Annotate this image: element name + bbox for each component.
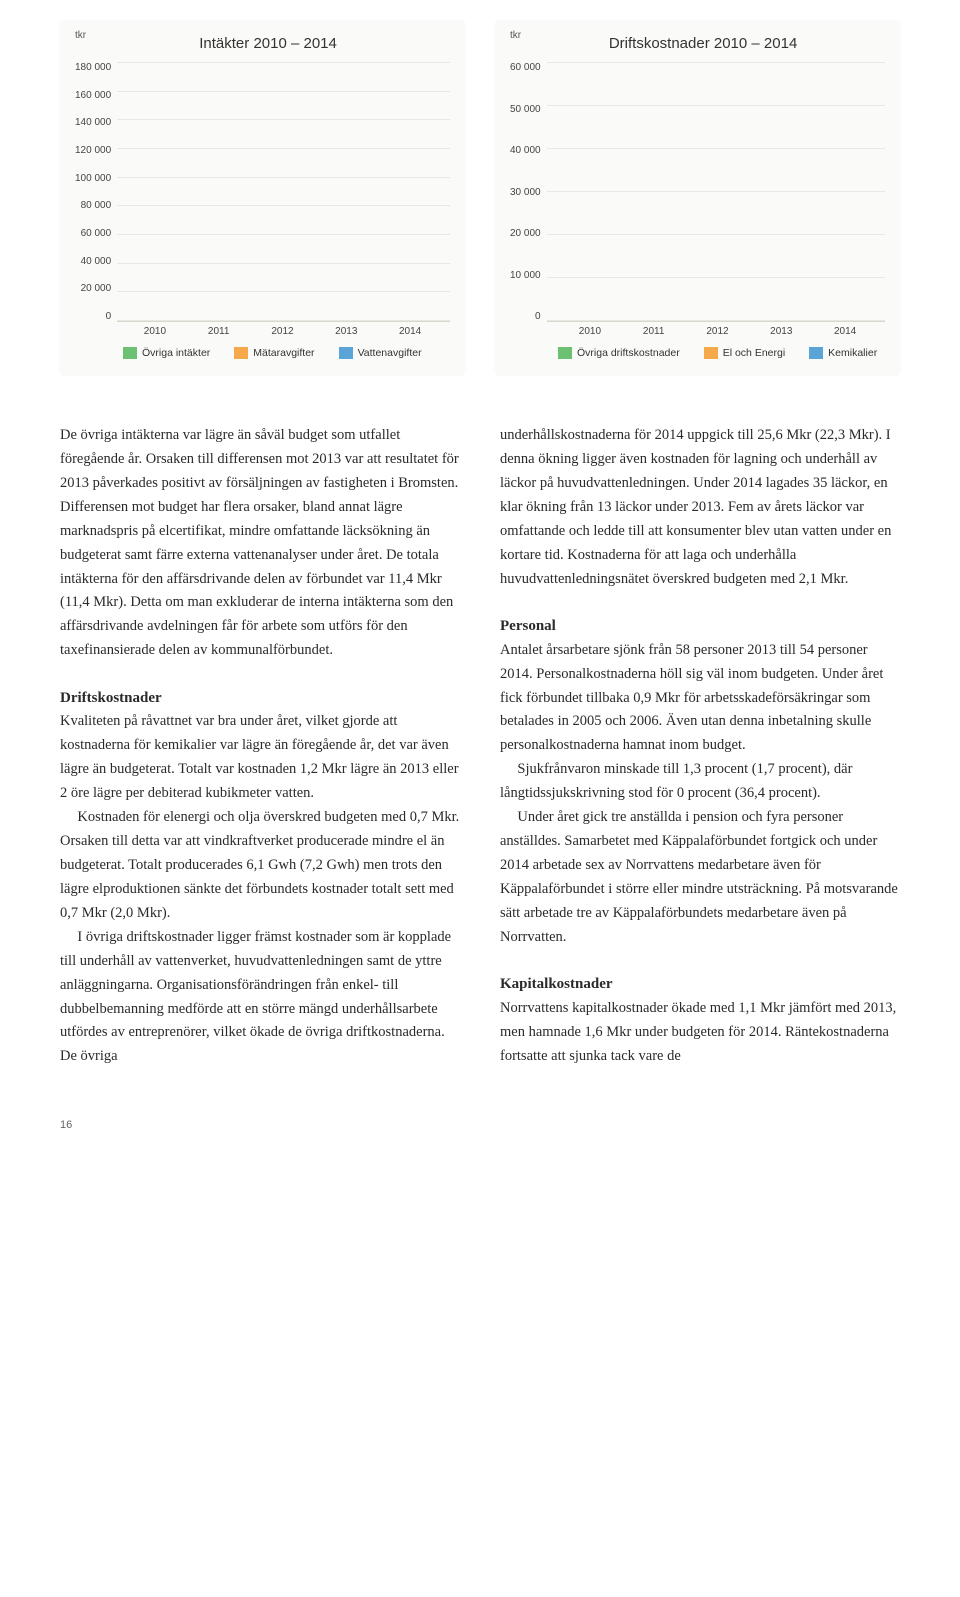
y-tick: 160 000 <box>75 90 111 101</box>
x-tick: 2010 <box>571 326 609 337</box>
x-tick: 2010 <box>136 326 174 337</box>
para: De övriga intäkterna var lägre än såväl … <box>60 424 460 663</box>
x-tick: 2013 <box>762 326 800 337</box>
legend-label: Vattenavgifter <box>358 347 422 359</box>
chart2-title: Driftskostnader 2010 – 2014 <box>521 35 885 52</box>
chart-intakter: tkr Intäkter 2010 – 2014 180 000160 0001… <box>60 20 465 374</box>
para: Kostnaden för elenergi och olja överskre… <box>60 806 460 926</box>
legend-label: Mätaravgifter <box>253 347 314 359</box>
x-tick: 2014 <box>826 326 864 337</box>
y-tick: 40 000 <box>81 256 112 267</box>
legend-swatch <box>123 347 137 359</box>
y-tick: 50 000 <box>510 104 541 115</box>
x-tick: 2011 <box>200 326 238 337</box>
y-tick: 20 000 <box>81 283 112 294</box>
para: Kvaliteten på råvattnet var bra under år… <box>60 710 460 806</box>
legend-item: Mätaravgifter <box>234 347 314 359</box>
x-tick: 2012 <box>263 326 301 337</box>
chart2-x-axis: 2010 2011 2012 2013 2014 <box>510 326 885 337</box>
legend-label: El och Energi <box>723 347 785 359</box>
heading-kapitalkostnader: Kapitalkostnader <box>500 972 900 997</box>
legend-label: Övriga intäkter <box>142 347 210 359</box>
heading-driftskostnader: Driftskostnader <box>60 686 460 711</box>
chart1-legend: Övriga intäkter Mätaravgifter Vattenavgift… <box>75 347 450 359</box>
y-tick: 60 000 <box>510 62 541 73</box>
y-tick: 10 000 <box>510 270 541 281</box>
para: Sjukfrånvaron minskade till 1,3 procent … <box>500 758 900 806</box>
right-column: underhållskostnaderna för 2014 uppgick t… <box>500 424 900 1069</box>
y-tick: 80 000 <box>81 200 112 211</box>
legend-item: El och Energi <box>704 347 785 359</box>
chart1-plot <box>117 62 450 322</box>
legend-swatch <box>234 347 248 359</box>
para: Under året gick tre anställda i pension … <box>500 806 900 950</box>
chart2-plot <box>547 62 885 322</box>
y-tick: 30 000 <box>510 187 541 198</box>
y-tick: 40 000 <box>510 145 541 156</box>
para: Norrvattens kapitalkostnader ökade med 1… <box>500 997 900 1069</box>
chart2-y-axis: 60 000 50 000 40 000 30 000 20 000 10 000 0 <box>510 62 547 322</box>
legend-swatch <box>704 347 718 359</box>
legend-item: Kemikalier <box>809 347 877 359</box>
chart-driftskostnader: tkr Driftskostnader 2010 – 2014 60 000 50… <box>495 20 900 374</box>
x-tick: 2011 <box>635 326 673 337</box>
legend-swatch <box>339 347 353 359</box>
chart1-y-axis: 180 000 160 000 140 000 120 000 100 000 80 00… <box>75 62 117 322</box>
y-tick: 180 000 <box>75 62 111 73</box>
x-tick: 2013 <box>327 326 365 337</box>
chart1-unit: tkr <box>75 30 86 41</box>
y-tick: 0 <box>535 311 541 322</box>
left-column: De övriga intäkterna var lägre än såväl … <box>60 424 460 1069</box>
charts-row: tkr Intäkter 2010 – 2014 180 000160 0001… <box>60 20 900 374</box>
y-tick: 20 000 <box>510 228 541 239</box>
legend-swatch <box>809 347 823 359</box>
y-tick: 60 000 <box>81 228 112 239</box>
y-tick: 100 000 <box>75 173 111 184</box>
legend-label: Kemikalier <box>828 347 877 359</box>
x-tick: 2012 <box>698 326 736 337</box>
chart1-x-axis: 2010 2011 2012 2013 2014 <box>75 326 450 337</box>
heading-personal: Personal <box>500 614 900 639</box>
legend-item: Övriga driftskostnader <box>558 347 680 359</box>
y-tick: 120 000 <box>75 145 111 156</box>
y-tick: 140 000 <box>75 117 111 128</box>
chart1-title: Intäkter 2010 – 2014 <box>86 35 450 52</box>
legend-item: Vattenavgifter <box>339 347 422 359</box>
para: I övriga driftskostnader ligger främst k… <box>60 926 460 1070</box>
para: underhållskostnaderna för 2014 uppgick t… <box>500 424 900 591</box>
x-tick: 2014 <box>391 326 429 337</box>
chart2-unit: tkr <box>510 30 521 41</box>
legend-swatch <box>558 347 572 359</box>
legend-item: Övriga intäkter <box>123 347 210 359</box>
para: Antalet årsarbetare sjönk från 58 person… <box>500 639 900 759</box>
chart2-legend: Övriga driftskostnader El och Energi Kemik… <box>510 347 885 359</box>
y-tick: 0 <box>106 311 112 322</box>
page-number: 16 <box>60 1119 900 1131</box>
body-text: De övriga intäkterna var lägre än såväl … <box>60 424 900 1069</box>
legend-label: Övriga driftskostnader <box>577 347 680 359</box>
